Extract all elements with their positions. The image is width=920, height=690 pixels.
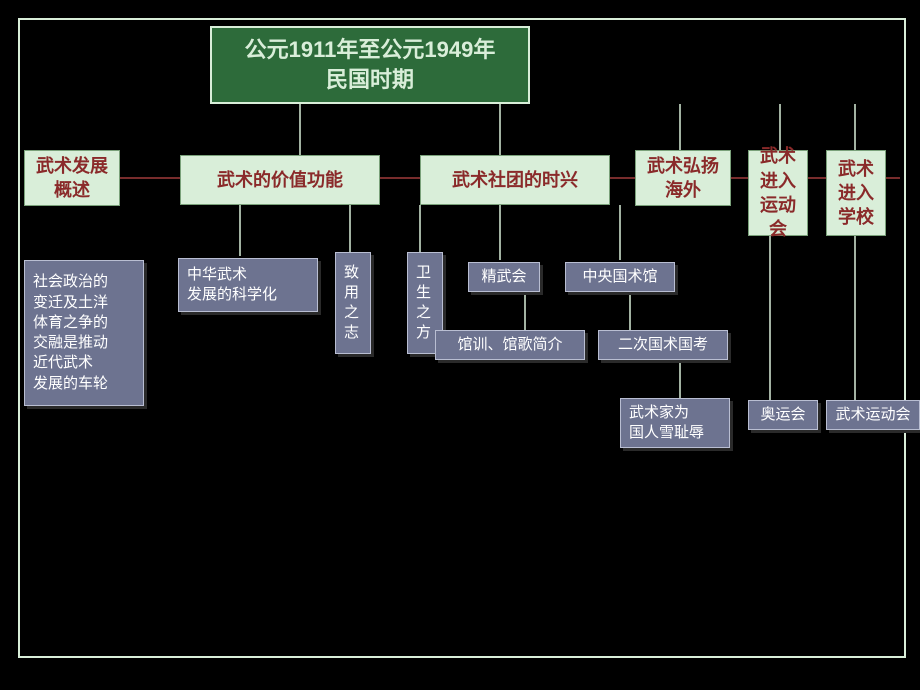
leaf-label: 武术家为 国人雪耻辱 xyxy=(629,403,704,444)
leaf-wheel: 社会政治的 变迁及土洋 体育之争的 交融是推动 近代武术 发展的车轮 xyxy=(24,260,144,406)
cat-school: 武术 进入 学校 xyxy=(826,150,886,236)
leaf-label: 中央国术馆 xyxy=(582,267,657,287)
leaf-label: 中华武术 发展的科学化 xyxy=(187,265,277,306)
cat-games: 武术 进入 运动会 xyxy=(748,150,808,236)
leaf-label: 武术运动会 xyxy=(835,405,910,425)
leaf-label: 二次国术国考 xyxy=(618,335,708,355)
leaf-guoshu: 中央国术馆 xyxy=(565,262,675,292)
leaf-zhiyong: 致 用 之 志 xyxy=(335,252,371,354)
leaf-science: 中华武术 发展的科学化 xyxy=(178,258,318,312)
leaf-label: 奥运会 xyxy=(760,405,805,425)
category-label: 武术 进入 学校 xyxy=(838,157,874,230)
leaf-olympic: 奥运会 xyxy=(748,400,818,430)
leaf-guanxun: 馆训、馆歌简介 xyxy=(435,330,585,360)
cat-value: 武术的价值功能 xyxy=(180,155,380,205)
title-line: 公元1911年至公元1949年 xyxy=(245,35,496,65)
leaf-kaoshi: 二次国术国考 xyxy=(598,330,728,360)
leaf-label: 馆训、馆歌简介 xyxy=(457,335,562,355)
leaf-wushuyun: 武术运动会 xyxy=(826,400,920,430)
leaf-jingwu: 精武会 xyxy=(468,262,540,292)
leaf-label: 卫 生 之 方 xyxy=(416,263,431,344)
leaf-label: 社会政治的 变迁及土洋 体育之争的 交融是推动 近代武术 发展的车轮 xyxy=(33,272,108,394)
category-label: 武术弘扬 海外 xyxy=(647,154,719,203)
title-box: 公元1911年至公元1949年民国时期 xyxy=(210,26,530,104)
cat-society: 武术社团的时兴 xyxy=(420,155,610,205)
cat-overseas: 武术弘扬 海外 xyxy=(635,150,731,206)
cat-overview: 武术发展 概述 xyxy=(24,150,120,206)
category-label: 武术社团的时兴 xyxy=(452,168,578,192)
category-label: 武术 进入 运动会 xyxy=(757,144,799,241)
category-label: 武术发展 概述 xyxy=(36,154,108,203)
title-line: 民国时期 xyxy=(326,65,414,95)
leaf-xuechi: 武术家为 国人雪耻辱 xyxy=(620,398,730,448)
leaf-label: 精武会 xyxy=(481,267,526,287)
category-label: 武术的价值功能 xyxy=(217,168,343,192)
leaf-label: 致 用 之 志 xyxy=(344,263,359,344)
